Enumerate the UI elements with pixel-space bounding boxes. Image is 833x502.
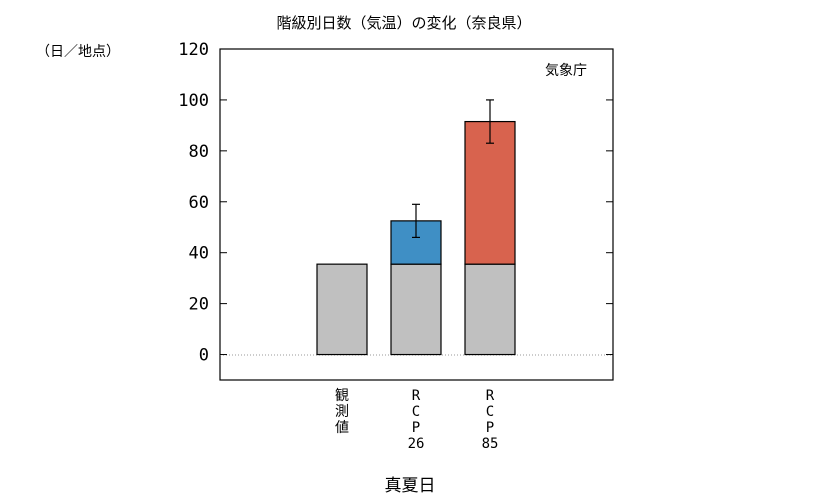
x-tick-label: P bbox=[412, 420, 420, 436]
plot-frame bbox=[219, 48, 614, 381]
y-tick-label: 40 bbox=[189, 244, 209, 264]
bar-observed-segment bbox=[316, 263, 368, 356]
bar-observed-segment bbox=[390, 263, 442, 356]
bar-observed-segment bbox=[464, 263, 516, 356]
y-axis-unit-label: （日／地点） bbox=[36, 44, 120, 60]
y-tick-label: 20 bbox=[189, 295, 209, 315]
y-axis: 0 20 40 60 80 100 120 bbox=[178, 40, 613, 366]
x-tick-label: 値 bbox=[335, 420, 349, 436]
y-tick-label: 100 bbox=[178, 91, 209, 111]
x-tick-label: 26 bbox=[408, 436, 425, 452]
x-tick-label: P bbox=[486, 420, 494, 436]
y-tick-label: 80 bbox=[189, 142, 209, 162]
bars bbox=[316, 120, 516, 356]
x-tick-label: C bbox=[486, 404, 494, 420]
source-label: 気象庁 bbox=[545, 63, 587, 79]
y-tick-label: 60 bbox=[189, 193, 209, 213]
x-tick-label: R bbox=[412, 388, 421, 404]
error-bars bbox=[412, 99, 494, 239]
x-tick-label: R bbox=[486, 388, 495, 404]
x-tick-label: 85 bbox=[482, 436, 499, 452]
x-tick-label: 測 bbox=[335, 404, 349, 420]
x-tick-label: C bbox=[412, 404, 420, 420]
x-tick-label: 観 bbox=[335, 387, 349, 404]
bar-increase-segment bbox=[464, 120, 516, 265]
y-tick-label: 0 bbox=[199, 346, 209, 366]
chart-title: 階級別日数（気温）の変化（奈良県） bbox=[276, 14, 531, 32]
y-tick-label: 120 bbox=[178, 40, 209, 60]
x-axis-title: 真夏日 bbox=[385, 476, 436, 496]
